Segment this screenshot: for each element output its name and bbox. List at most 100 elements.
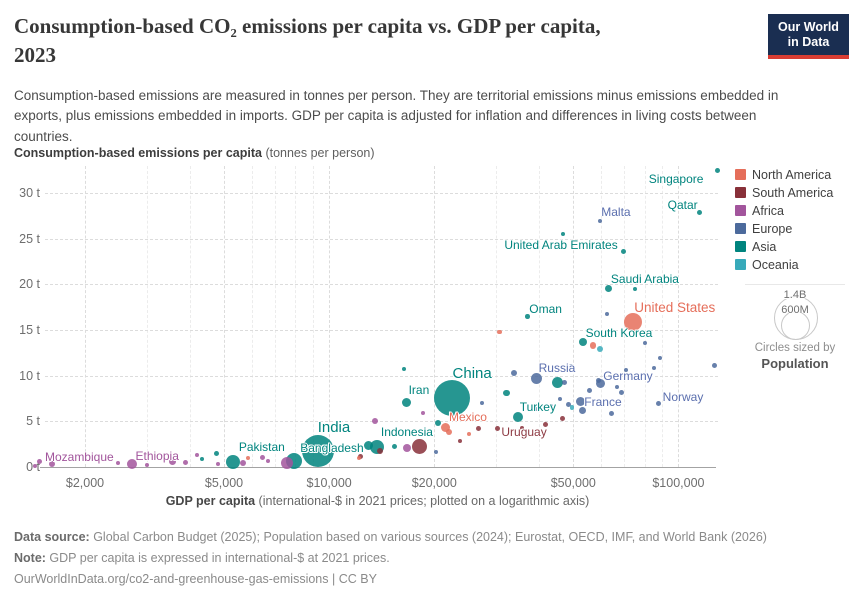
data-point[interactable] (657, 356, 662, 361)
legend-label-europe: Europe (752, 221, 793, 236)
data-point[interactable] (266, 459, 271, 464)
data-point[interactable] (479, 401, 484, 406)
country-label-china: China (452, 365, 492, 383)
data-point[interactable] (214, 450, 220, 456)
legend-item-europe[interactable]: Europe (735, 221, 833, 236)
data-point[interactable] (633, 287, 638, 292)
data-point[interactable] (561, 379, 567, 385)
data-point[interactable] (595, 377, 601, 383)
data-point[interactable] (466, 432, 471, 437)
data-point[interactable] (543, 421, 549, 427)
data-point[interactable] (614, 384, 619, 389)
data-point[interactable] (711, 363, 717, 369)
data-point[interactable] (392, 444, 398, 450)
data-point[interactable] (402, 367, 407, 372)
data-point[interactable] (557, 396, 562, 401)
data-point[interactable] (356, 455, 361, 460)
data-point[interactable] (589, 342, 597, 349)
data-point[interactable] (168, 458, 176, 466)
data-point-china[interactable] (434, 380, 471, 417)
y-gridline (45, 330, 718, 332)
data-point[interactable] (642, 340, 647, 345)
size-legend-small-label: 600M (781, 304, 809, 316)
country-label-malta: Malta (601, 204, 631, 219)
data-point[interactable] (587, 387, 593, 393)
legend-item-africa[interactable]: Africa (735, 204, 833, 218)
data-point[interactable] (372, 418, 379, 425)
data-point[interactable] (520, 425, 525, 430)
data-point[interactable] (215, 461, 220, 466)
data-point[interactable] (281, 456, 294, 469)
country-label-iran: Iran (408, 383, 430, 398)
country-label-qatar: Qatar (667, 198, 698, 213)
data-point-ethiopia[interactable] (127, 458, 138, 469)
data-point[interactable] (651, 366, 656, 371)
data-point[interactable] (412, 439, 428, 455)
data-point[interactable] (565, 401, 571, 407)
legend-item-oceania[interactable]: Oceania (735, 258, 833, 272)
data-point[interactable] (115, 460, 120, 465)
data-point[interactable] (182, 460, 188, 466)
data-point[interactable] (240, 459, 247, 466)
data-point-germany[interactable] (596, 379, 606, 389)
data-point[interactable] (619, 389, 625, 395)
data-point[interactable] (560, 232, 565, 237)
data-point[interactable] (144, 462, 149, 467)
data-point[interactable] (560, 416, 566, 422)
data-point-united-arab-emirates[interactable] (620, 249, 626, 255)
data-point[interactable] (548, 403, 553, 408)
data-point[interactable] (434, 450, 439, 455)
data-point[interactable] (511, 369, 518, 376)
data-point-qatar[interactable] (697, 209, 703, 215)
data-point[interactable] (435, 420, 442, 427)
data-point[interactable] (597, 346, 604, 353)
data-point-russia[interactable] (531, 372, 543, 384)
legend-item-north-america[interactable]: North America (735, 168, 833, 182)
data-point[interactable] (246, 455, 251, 460)
data-point[interactable] (457, 439, 462, 444)
data-point-france[interactable] (576, 396, 586, 406)
data-point-norway[interactable] (655, 400, 661, 406)
data-point[interactable] (552, 376, 564, 388)
data-point-malta[interactable] (597, 218, 602, 223)
data-point-oman[interactable] (525, 314, 530, 319)
data-point-mozambique[interactable] (36, 459, 42, 465)
data-point[interactable] (624, 368, 629, 373)
data-point[interactable] (497, 329, 502, 335)
data-point[interactable] (402, 443, 411, 452)
data-point-uruguay[interactable] (494, 426, 500, 432)
data-point[interactable] (579, 406, 587, 414)
data-point[interactable] (445, 429, 452, 436)
data-point[interactable] (49, 460, 56, 467)
data-point[interactable] (259, 455, 265, 461)
data-point-south-korea[interactable] (578, 337, 587, 346)
data-point[interactable] (364, 440, 374, 450)
data-point[interactable] (377, 447, 384, 454)
data-point[interactable] (534, 406, 539, 411)
minor-gridline (275, 166, 277, 467)
data-point[interactable] (503, 389, 510, 397)
data-point[interactable] (475, 425, 482, 432)
data-point-mexico[interactable] (441, 423, 451, 433)
legend-item-asia[interactable]: Asia (735, 240, 833, 254)
x-axis-title-rest: (international-$ in 2021 prices; plotted… (255, 494, 590, 508)
data-point-turkey[interactable] (512, 411, 523, 422)
data-point[interactable] (33, 464, 38, 469)
data-point[interactable] (200, 456, 205, 461)
data-point-iran[interactable] (402, 397, 412, 407)
data-point[interactable] (195, 453, 200, 458)
legend-item-south-america[interactable]: South America (735, 186, 833, 200)
data-point[interactable] (569, 363, 574, 368)
data-point-pakistan[interactable] (225, 454, 240, 469)
data-point-saudi-arabia[interactable] (605, 284, 613, 292)
data-point[interactable] (569, 405, 575, 410)
data-point[interactable] (604, 311, 609, 316)
footer-note-text: GDP per capita is expressed in internati… (45, 551, 390, 565)
data-point-singapore[interactable] (714, 167, 720, 173)
data-point-india[interactable] (301, 435, 334, 468)
data-point[interactable] (420, 411, 425, 416)
data-point[interactable] (609, 410, 615, 416)
data-point-united-states[interactable] (623, 312, 642, 331)
legend-swatch-south-america (735, 187, 746, 198)
footer-url-link[interactable]: OurWorldInData.org/co2-and-greenhouse-ga… (14, 572, 329, 586)
